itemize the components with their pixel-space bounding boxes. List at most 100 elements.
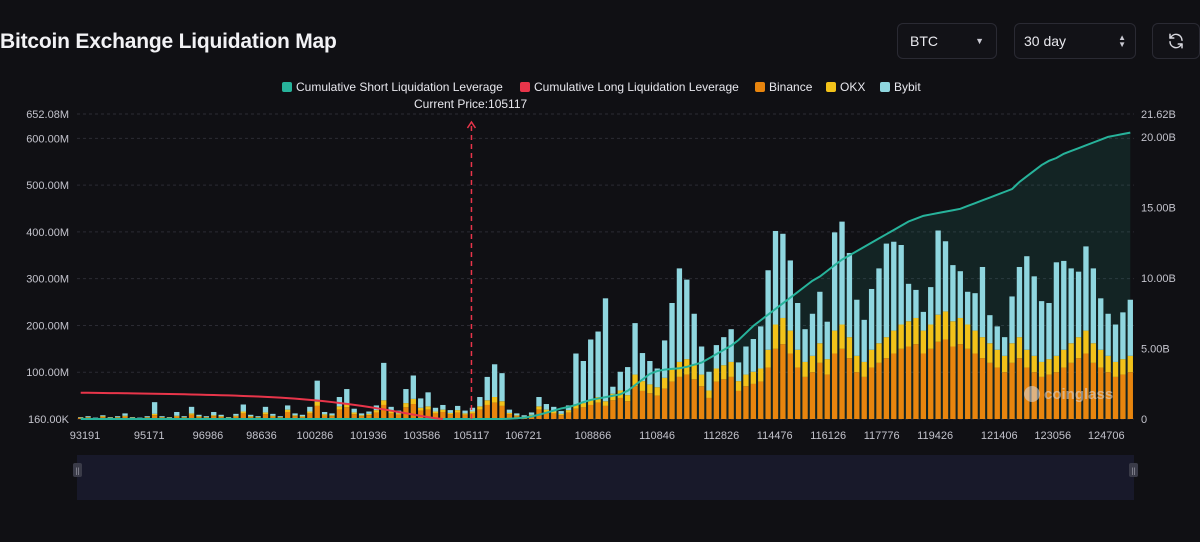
bar-okx[interactable]: [876, 343, 882, 363]
bar-bybit[interactable]: [1001, 337, 1008, 356]
bar-bybit[interactable]: [698, 346, 705, 375]
bar-binance[interactable]: [861, 376, 867, 419]
bar-okx[interactable]: [395, 413, 402, 415]
bar-binance[interactable]: [543, 411, 550, 419]
bar-bybit[interactable]: [484, 376, 490, 401]
bar-okx[interactable]: [883, 337, 890, 359]
bar-binance[interactable]: [455, 412, 461, 419]
bar-bybit[interactable]: [972, 293, 978, 331]
bar-binance[interactable]: [174, 416, 180, 419]
bar-binance[interactable]: [151, 415, 158, 419]
bar-bybit[interactable]: [979, 266, 986, 338]
bar-bybit[interactable]: [344, 389, 350, 404]
bar-binance[interactable]: [684, 374, 690, 419]
bar-okx[interactable]: [1112, 361, 1119, 377]
bar-okx[interactable]: [100, 416, 106, 418]
bar-bybit[interactable]: [580, 361, 586, 404]
bar-okx[interactable]: [388, 411, 394, 414]
bar-okx[interactable]: [972, 330, 978, 354]
bar-bybit[interactable]: [965, 291, 971, 325]
bar-bybit[interactable]: [1083, 246, 1089, 331]
bar-okx[interactable]: [898, 324, 904, 349]
bar-bybit[interactable]: [898, 245, 904, 325]
bar-binance[interactable]: [1090, 362, 1097, 419]
bar-binance[interactable]: [321, 415, 328, 419]
bar-bybit[interactable]: [987, 315, 993, 344]
bar-bybit[interactable]: [455, 405, 461, 411]
bar-bybit[interactable]: [706, 371, 712, 391]
bar-bybit[interactable]: [647, 361, 653, 385]
bar-okx[interactable]: [639, 381, 646, 391]
bar-bybit[interactable]: [942, 241, 949, 312]
bar-okx[interactable]: [750, 371, 756, 384]
bar-bybit[interactable]: [1046, 303, 1052, 360]
bar-binance[interactable]: [292, 416, 298, 419]
symbol-select[interactable]: BTC ▼: [897, 23, 997, 59]
bar-okx[interactable]: [344, 403, 350, 408]
bar-binance[interactable]: [632, 386, 638, 419]
bar-okx[interactable]: [418, 407, 424, 411]
bar-bybit[interactable]: [905, 283, 912, 322]
bar-okx[interactable]: [868, 349, 875, 368]
bar-bybit[interactable]: [1120, 312, 1126, 360]
bar-binance[interactable]: [617, 397, 623, 419]
bar-binance[interactable]: [647, 393, 653, 419]
bar-okx[interactable]: [211, 415, 217, 417]
bar-binance[interactable]: [388, 413, 394, 419]
bar-bybit[interactable]: [240, 404, 246, 412]
bar-bybit[interactable]: [1075, 271, 1082, 338]
bar-bybit[interactable]: [203, 416, 210, 418]
bar-bybit[interactable]: [329, 413, 335, 416]
bar-binance[interactable]: [262, 414, 269, 419]
bar-okx[interactable]: [758, 368, 764, 382]
bar-binance[interactable]: [809, 372, 816, 419]
legend-item-okx[interactable]: OKX: [826, 80, 865, 94]
bar-bybit[interactable]: [721, 337, 727, 366]
bar-binance[interactable]: [698, 386, 705, 419]
bar-bybit[interactable]: [573, 353, 579, 405]
bar-binance[interactable]: [1038, 376, 1045, 419]
bar-binance[interactable]: [824, 374, 830, 419]
bar-bybit[interactable]: [891, 241, 897, 331]
bar-bybit[interactable]: [684, 279, 690, 360]
bar-okx[interactable]: [721, 365, 727, 380]
bar-okx[interactable]: [654, 387, 660, 396]
bar-bybit[interactable]: [883, 243, 890, 338]
bar-binance[interactable]: [358, 416, 365, 419]
bar-bybit[interactable]: [935, 230, 941, 315]
bar-okx[interactable]: [839, 324, 845, 349]
bar-bybit[interactable]: [595, 331, 601, 398]
bar-binance[interactable]: [965, 348, 971, 419]
bar-okx[interactable]: [698, 374, 705, 387]
bar-okx[interactable]: [1075, 337, 1082, 359]
bar-binance[interactable]: [602, 405, 609, 419]
bar-bybit[interactable]: [536, 397, 542, 407]
bar-binance[interactable]: [314, 405, 320, 419]
bar-okx[interactable]: [817, 343, 823, 363]
bar-binance[interactable]: [491, 402, 498, 419]
bar-bybit[interactable]: [425, 392, 431, 407]
bar-okx[interactable]: [1098, 349, 1104, 368]
bar-okx[interactable]: [691, 365, 697, 380]
bar-bybit[interactable]: [196, 414, 202, 417]
bar-bybit[interactable]: [233, 413, 239, 416]
bar-okx[interactable]: [558, 413, 564, 416]
bar-okx[interactable]: [528, 414, 535, 416]
bar-binance[interactable]: [787, 353, 793, 419]
bar-okx[interactable]: [432, 411, 439, 414]
bar-okx[interactable]: [536, 406, 542, 410]
bar-binance[interactable]: [484, 404, 490, 419]
bar-okx[interactable]: [506, 412, 513, 415]
bar-binance[interactable]: [410, 404, 416, 419]
bar-bybit[interactable]: [218, 414, 224, 417]
bar-okx[interactable]: [706, 390, 712, 398]
bar-okx[interactable]: [262, 412, 269, 415]
bar-bybit[interactable]: [809, 313, 816, 356]
bar-bybit[interactable]: [1038, 301, 1045, 362]
bar-binance[interactable]: [469, 413, 476, 419]
bar-binance[interactable]: [1016, 358, 1023, 419]
bar-binance[interactable]: [1112, 376, 1119, 419]
bar-binance[interactable]: [506, 414, 513, 419]
bar-binance[interactable]: [661, 388, 668, 419]
bar-bybit[interactable]: [144, 416, 150, 418]
